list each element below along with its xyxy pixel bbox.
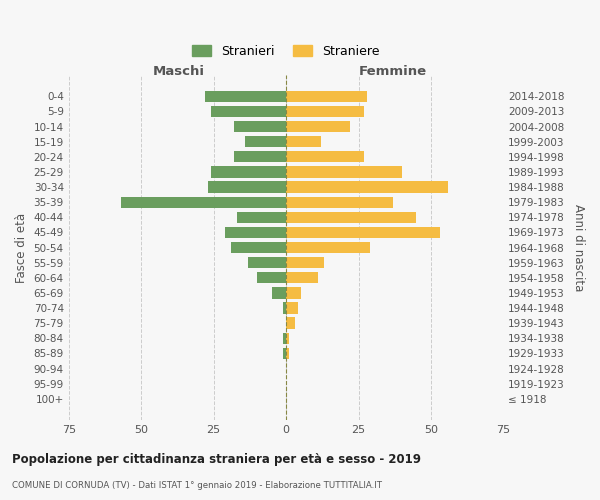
Bar: [286, 166, 402, 177]
Bar: [211, 106, 286, 117]
Bar: [286, 90, 367, 102]
Bar: [286, 121, 350, 132]
Bar: [248, 257, 286, 268]
Bar: [286, 272, 318, 283]
Text: Maschi: Maschi: [153, 65, 205, 78]
Bar: [225, 226, 286, 238]
Text: Femmine: Femmine: [359, 65, 427, 78]
Bar: [286, 257, 324, 268]
Bar: [205, 90, 286, 102]
Bar: [234, 151, 286, 162]
Bar: [211, 166, 286, 177]
Bar: [286, 348, 289, 359]
Bar: [234, 121, 286, 132]
Bar: [286, 226, 440, 238]
Y-axis label: Anni di nascita: Anni di nascita: [572, 204, 585, 291]
Bar: [208, 182, 286, 192]
Bar: [286, 287, 301, 298]
Bar: [245, 136, 286, 147]
Bar: [286, 318, 295, 329]
Bar: [231, 242, 286, 253]
Bar: [286, 242, 370, 253]
Y-axis label: Fasce di età: Fasce di età: [15, 212, 28, 282]
Legend: Stranieri, Straniere: Stranieri, Straniere: [187, 40, 385, 63]
Bar: [286, 106, 364, 117]
Bar: [237, 212, 286, 223]
Bar: [286, 136, 321, 147]
Bar: [283, 302, 286, 314]
Bar: [286, 151, 364, 162]
Bar: [286, 332, 289, 344]
Bar: [286, 212, 416, 223]
Bar: [286, 182, 448, 192]
Bar: [257, 272, 286, 283]
Text: Popolazione per cittadinanza straniera per età e sesso - 2019: Popolazione per cittadinanza straniera p…: [12, 452, 421, 466]
Bar: [286, 302, 298, 314]
Bar: [286, 196, 394, 208]
Bar: [272, 287, 286, 298]
Bar: [121, 196, 286, 208]
Bar: [283, 348, 286, 359]
Text: COMUNE DI CORNUDA (TV) - Dati ISTAT 1° gennaio 2019 - Elaborazione TUTTITALIA.IT: COMUNE DI CORNUDA (TV) - Dati ISTAT 1° g…: [12, 480, 382, 490]
Bar: [283, 332, 286, 344]
